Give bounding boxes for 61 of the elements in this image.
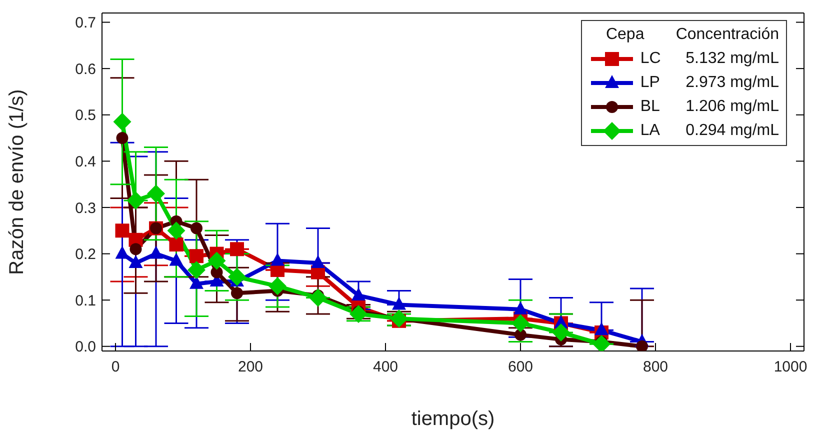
legend-label: LC: [639, 49, 662, 69]
point: [228, 268, 246, 286]
point: [113, 112, 132, 131]
point: [115, 224, 130, 238]
point: [512, 314, 530, 332]
y-tick-label: 0.1: [75, 292, 96, 310]
point: [190, 249, 204, 264]
point: [514, 301, 528, 314]
point: [392, 296, 406, 310]
y-tick-label: 0.3: [75, 200, 96, 217]
x-tick-label: 1000: [774, 358, 808, 376]
x-tick-label: 400: [372, 358, 398, 376]
y-tick-label: 0.6: [75, 60, 96, 78]
point: [636, 340, 648, 351]
legend-label: LP: [639, 73, 661, 93]
x-tick-label: 0: [111, 358, 120, 376]
annotation: 1.206 mg/mL: [684, 97, 780, 117]
point: [230, 242, 244, 256]
x-axis-title: tiempo(s): [411, 408, 495, 430]
point: [169, 238, 184, 252]
y-tick-label: 0.4: [75, 153, 96, 170]
point: [210, 266, 223, 278]
point: [115, 246, 130, 259]
point: [167, 222, 186, 240]
point: [514, 328, 526, 341]
point: [126, 192, 145, 210]
point: [116, 132, 128, 144]
legend-label: BL: [639, 97, 661, 117]
point: [311, 255, 325, 268]
x-tick-label: 600: [508, 358, 534, 376]
point: [128, 255, 143, 268]
point: [169, 252, 184, 266]
y-tick-label: 0.2: [75, 246, 96, 264]
point: [594, 322, 608, 336]
x-tick-label: 800: [642, 358, 668, 376]
legend-title: Cepa: [604, 25, 646, 45]
annotation: Concentración: [674, 25, 780, 45]
y-tick-label: 0.5: [75, 107, 96, 124]
point: [268, 277, 286, 296]
point: [309, 288, 327, 307]
point: [147, 184, 165, 203]
point: [390, 310, 408, 328]
point: [188, 260, 206, 279]
y-axis-title: Razón de envío (1/s): [6, 89, 28, 275]
point: [130, 243, 142, 256]
legend-label: LA: [639, 121, 661, 141]
annotation: 5.132 mg/mL: [684, 49, 780, 69]
annotation: 2.973 mg/mL: [684, 73, 780, 93]
y-tick-label: 0.0: [75, 338, 96, 356]
annotation: 0.294 mg/mL: [684, 121, 780, 141]
point: [350, 304, 368, 323]
y-tick-label: 0.7: [75, 14, 96, 32]
point: [352, 287, 366, 300]
point: [231, 287, 243, 300]
point: [149, 246, 163, 259]
point: [270, 252, 284, 266]
point: [552, 323, 570, 342]
point: [190, 276, 204, 289]
x-tick-label: 200: [238, 358, 264, 376]
point: [208, 252, 226, 270]
point: [190, 222, 202, 234]
